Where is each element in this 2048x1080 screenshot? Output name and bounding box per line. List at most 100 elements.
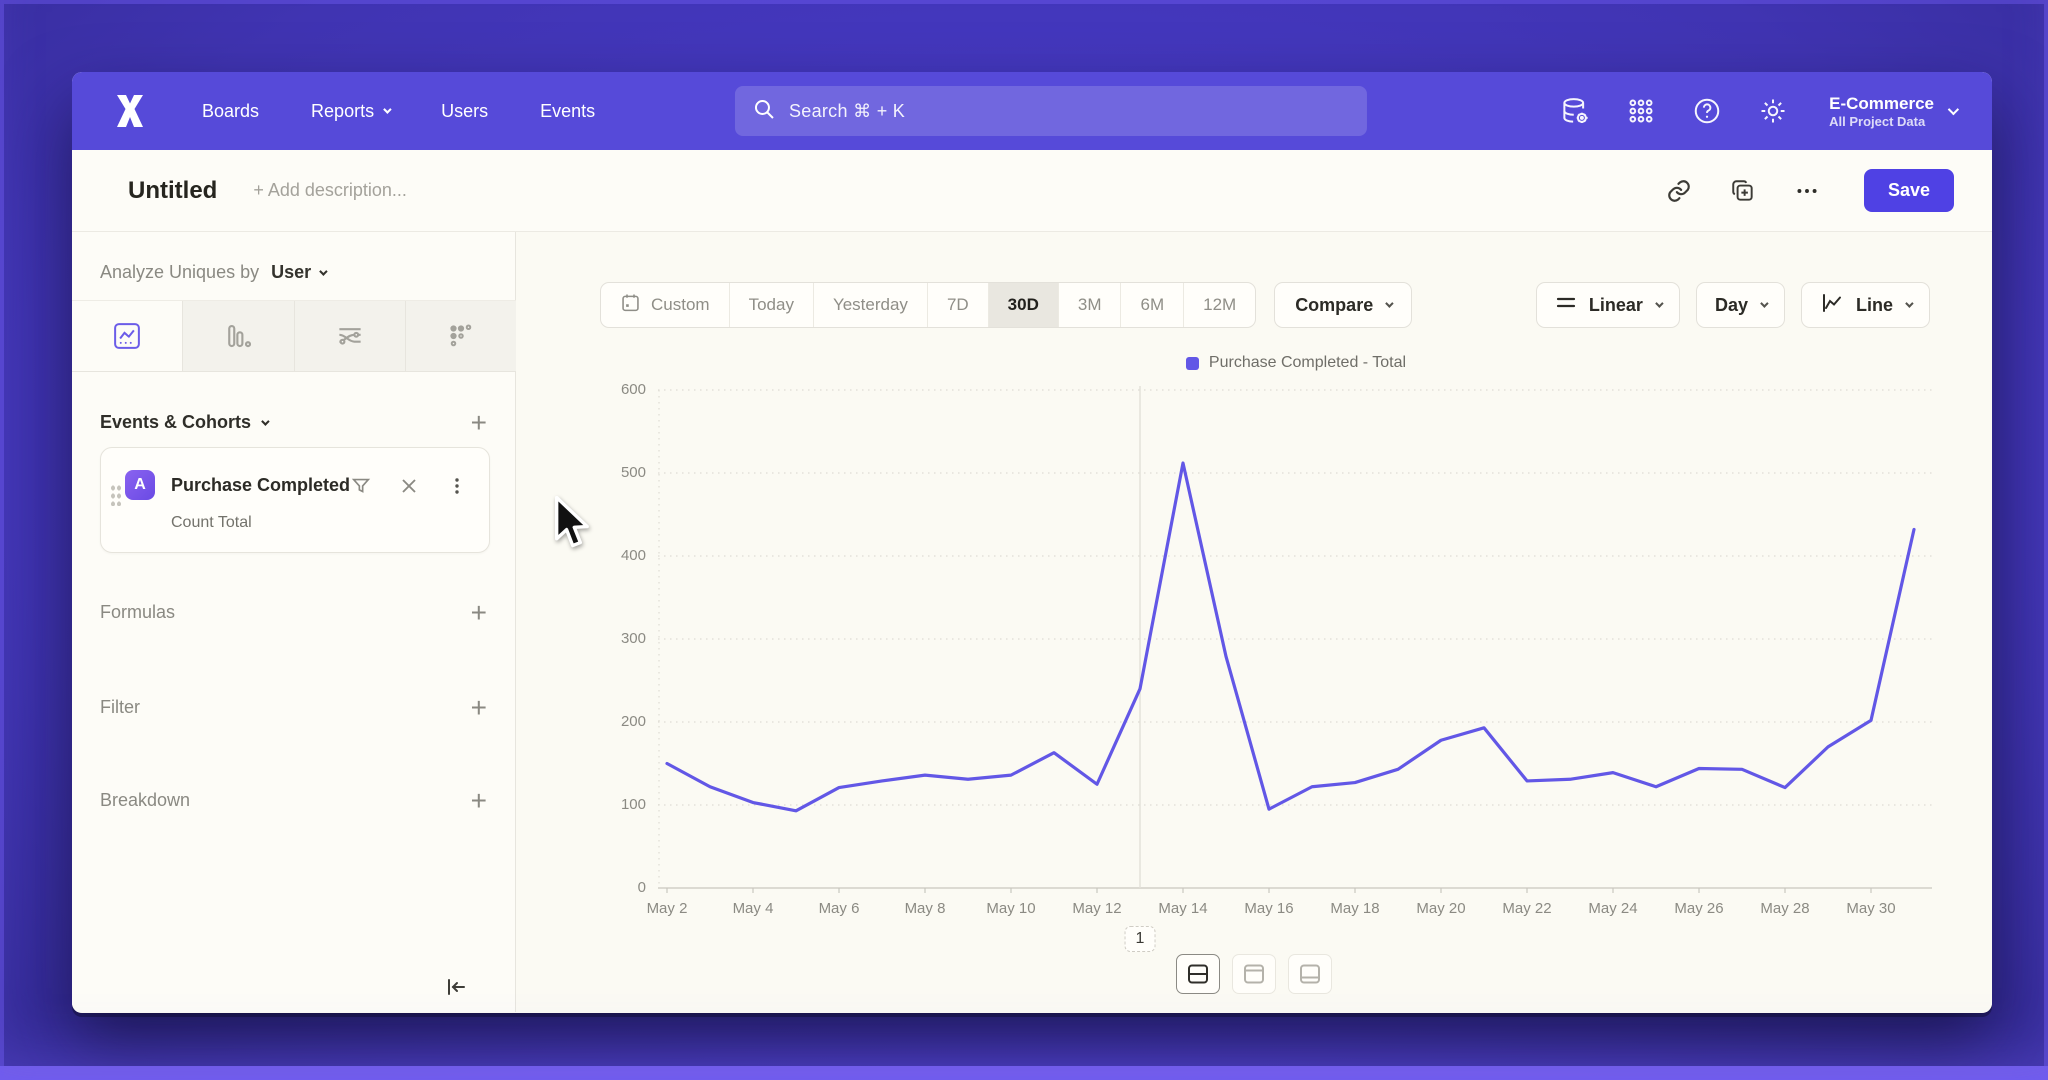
drag-handle-icon[interactable] bbox=[110, 484, 122, 506]
formulas-label: Formulas bbox=[100, 602, 176, 622]
y-axis-label: 200 bbox=[620, 713, 646, 730]
collapse-sidebar-icon[interactable] bbox=[441, 972, 471, 1002]
breakdown-label: Breakdown bbox=[100, 790, 191, 810]
project-subtitle: All Project Data bbox=[1829, 114, 1926, 130]
chevron-down-icon bbox=[261, 416, 270, 426]
add-formula-button[interactable]: + bbox=[470, 596, 487, 628]
filter-funnel-icon[interactable] bbox=[349, 474, 373, 498]
copy-link-icon[interactable] bbox=[1664, 176, 1694, 206]
report-titlebar: Untitled + Add description... bbox=[72, 150, 1992, 232]
remove-event-icon[interactable] bbox=[397, 474, 421, 498]
chevron-down-icon bbox=[1947, 103, 1960, 116]
linear-scale-icon bbox=[1555, 293, 1577, 318]
range-today[interactable]: Today bbox=[728, 283, 813, 327]
duplicate-icon[interactable] bbox=[1728, 176, 1758, 206]
filter-label: Filter bbox=[100, 697, 140, 717]
event-more-options-icon[interactable] bbox=[445, 474, 469, 498]
app-window: Boards Reports Users Events Search ⌘ + K bbox=[72, 72, 1992, 1013]
event-series-badge: A bbox=[125, 470, 155, 500]
x-axis-label: May 22 bbox=[1502, 900, 1552, 917]
search-placeholder: Search ⌘ + K bbox=[788, 100, 906, 121]
y-axis-label: 500 bbox=[620, 464, 646, 481]
event-name[interactable]: Purchase Completed bbox=[171, 475, 351, 495]
event-count-type[interactable]: Count Total bbox=[171, 514, 252, 531]
nav-item-events[interactable]: Events bbox=[540, 100, 596, 121]
add-event-button[interactable]: + bbox=[470, 406, 487, 438]
layout-split-button[interactable] bbox=[1176, 954, 1220, 994]
range-3m[interactable]: 3M bbox=[1057, 283, 1121, 327]
title-actions: Save bbox=[1664, 169, 1954, 212]
add-breakdown-button[interactable]: + bbox=[470, 784, 487, 816]
nav-item-users[interactable]: Users bbox=[441, 100, 489, 121]
nav-item-boards[interactable]: Boards bbox=[202, 100, 260, 121]
x-axis-label: May 18 bbox=[1330, 900, 1380, 917]
add-description-field[interactable]: + Add description... bbox=[253, 180, 407, 200]
layout-top-button[interactable] bbox=[1232, 954, 1276, 994]
compare-button[interactable]: Compare bbox=[1274, 282, 1413, 328]
report-title[interactable]: Untitled bbox=[128, 176, 218, 204]
y-axis-label: 600 bbox=[620, 381, 646, 398]
tab-retention-chart[interactable] bbox=[404, 301, 516, 371]
search-input[interactable]: Search ⌘ + K bbox=[734, 86, 1367, 136]
events-cohorts-label[interactable]: Events & Cohorts bbox=[100, 412, 270, 433]
range-7d[interactable]: 7D bbox=[926, 283, 988, 327]
x-axis-label: May 24 bbox=[1588, 900, 1638, 917]
nav-right-cluster: E-Commerce All Project Data bbox=[1559, 93, 1960, 130]
nav-item-reports[interactable]: Reports bbox=[311, 101, 392, 122]
breakdown-section: Breakdown + bbox=[100, 784, 487, 816]
more-options-icon[interactable] bbox=[1792, 176, 1822, 206]
annotation-badge[interactable]: 1 bbox=[1124, 926, 1156, 952]
report-canvas: Custom Today Yesterday 7D 30D 3M 6M 12M Compare… bbox=[516, 232, 1992, 1012]
chart-legend[interactable]: Purchase Completed - Total bbox=[656, 354, 1936, 372]
x-axis-label: May 4 bbox=[732, 900, 774, 917]
project-switcher[interactable]: E-Commerce All Project Data bbox=[1829, 93, 1960, 130]
x-axis-label: May 16 bbox=[1244, 900, 1294, 917]
line-chart[interactable]: 0 100 200 300 400 500 600 May 2 May 4 May 6 May 8 M… bbox=[621, 381, 1936, 952]
x-axis-label: May 2 bbox=[646, 900, 688, 917]
legend-swatch bbox=[1185, 356, 1199, 370]
search-icon bbox=[753, 98, 775, 125]
tab-insights-line[interactable] bbox=[72, 301, 183, 371]
event-card[interactable]: A Purchase Completed Count Total bbox=[100, 447, 490, 553]
x-axis-label: May 12 bbox=[1072, 900, 1122, 917]
settings-gear-icon[interactable] bbox=[1757, 95, 1789, 127]
x-axis-label: May 28 bbox=[1760, 900, 1810, 917]
tab-flow-chart[interactable] bbox=[293, 301, 405, 371]
mixpanel-logo-icon[interactable] bbox=[108, 91, 152, 131]
layout-switcher bbox=[1176, 954, 1332, 994]
x-axis-label: May 10 bbox=[986, 900, 1036, 917]
range-12m[interactable]: 12M bbox=[1183, 283, 1255, 327]
query-builder-sidebar: Analyze Uniques by User bbox=[72, 232, 516, 1012]
apps-grid-icon[interactable] bbox=[1625, 95, 1657, 127]
x-axis-label: May 8 bbox=[904, 900, 946, 917]
y-axis-label: 300 bbox=[620, 630, 646, 647]
save-button[interactable]: Save bbox=[1863, 169, 1954, 212]
y-axis-label: 100 bbox=[620, 796, 646, 813]
layout-bottom-button[interactable] bbox=[1288, 954, 1332, 994]
scale-dropdown[interactable]: Linear bbox=[1535, 282, 1680, 328]
chart-type-dropdown[interactable]: Line bbox=[1800, 282, 1930, 328]
events-cohorts-header: Events & Cohorts + bbox=[100, 406, 487, 438]
range-30d[interactable]: 30D bbox=[987, 283, 1058, 327]
x-axis-label: May 14 bbox=[1158, 900, 1208, 917]
range-custom[interactable]: Custom bbox=[601, 283, 729, 327]
data-management-icon[interactable] bbox=[1559, 95, 1591, 127]
y-axis-label: 0 bbox=[637, 879, 646, 896]
chevron-down-icon bbox=[383, 105, 392, 114]
analyze-uniques-control[interactable]: Analyze Uniques by User bbox=[100, 262, 328, 283]
y-axis-label: 400 bbox=[620, 547, 646, 564]
granularity-dropdown[interactable]: Day bbox=[1695, 282, 1785, 328]
add-filter-button[interactable]: + bbox=[470, 691, 487, 723]
range-6m[interactable]: 6M bbox=[1120, 283, 1183, 327]
chevron-down-icon bbox=[319, 266, 328, 276]
legend-label: Purchase Completed - Total bbox=[1208, 354, 1407, 371]
calendar-icon bbox=[620, 292, 641, 318]
tab-bar-chart[interactable] bbox=[182, 301, 294, 371]
range-yesterday[interactable]: Yesterday bbox=[812, 283, 927, 327]
nav-links: Boards Reports Users Events bbox=[202, 101, 595, 122]
filter-section: Filter + bbox=[100, 691, 487, 723]
help-icon[interactable] bbox=[1691, 95, 1723, 127]
analyze-value-user: User bbox=[271, 262, 312, 282]
project-name: E-Commerce bbox=[1829, 93, 1934, 113]
visualization-tabstrip bbox=[72, 300, 516, 372]
